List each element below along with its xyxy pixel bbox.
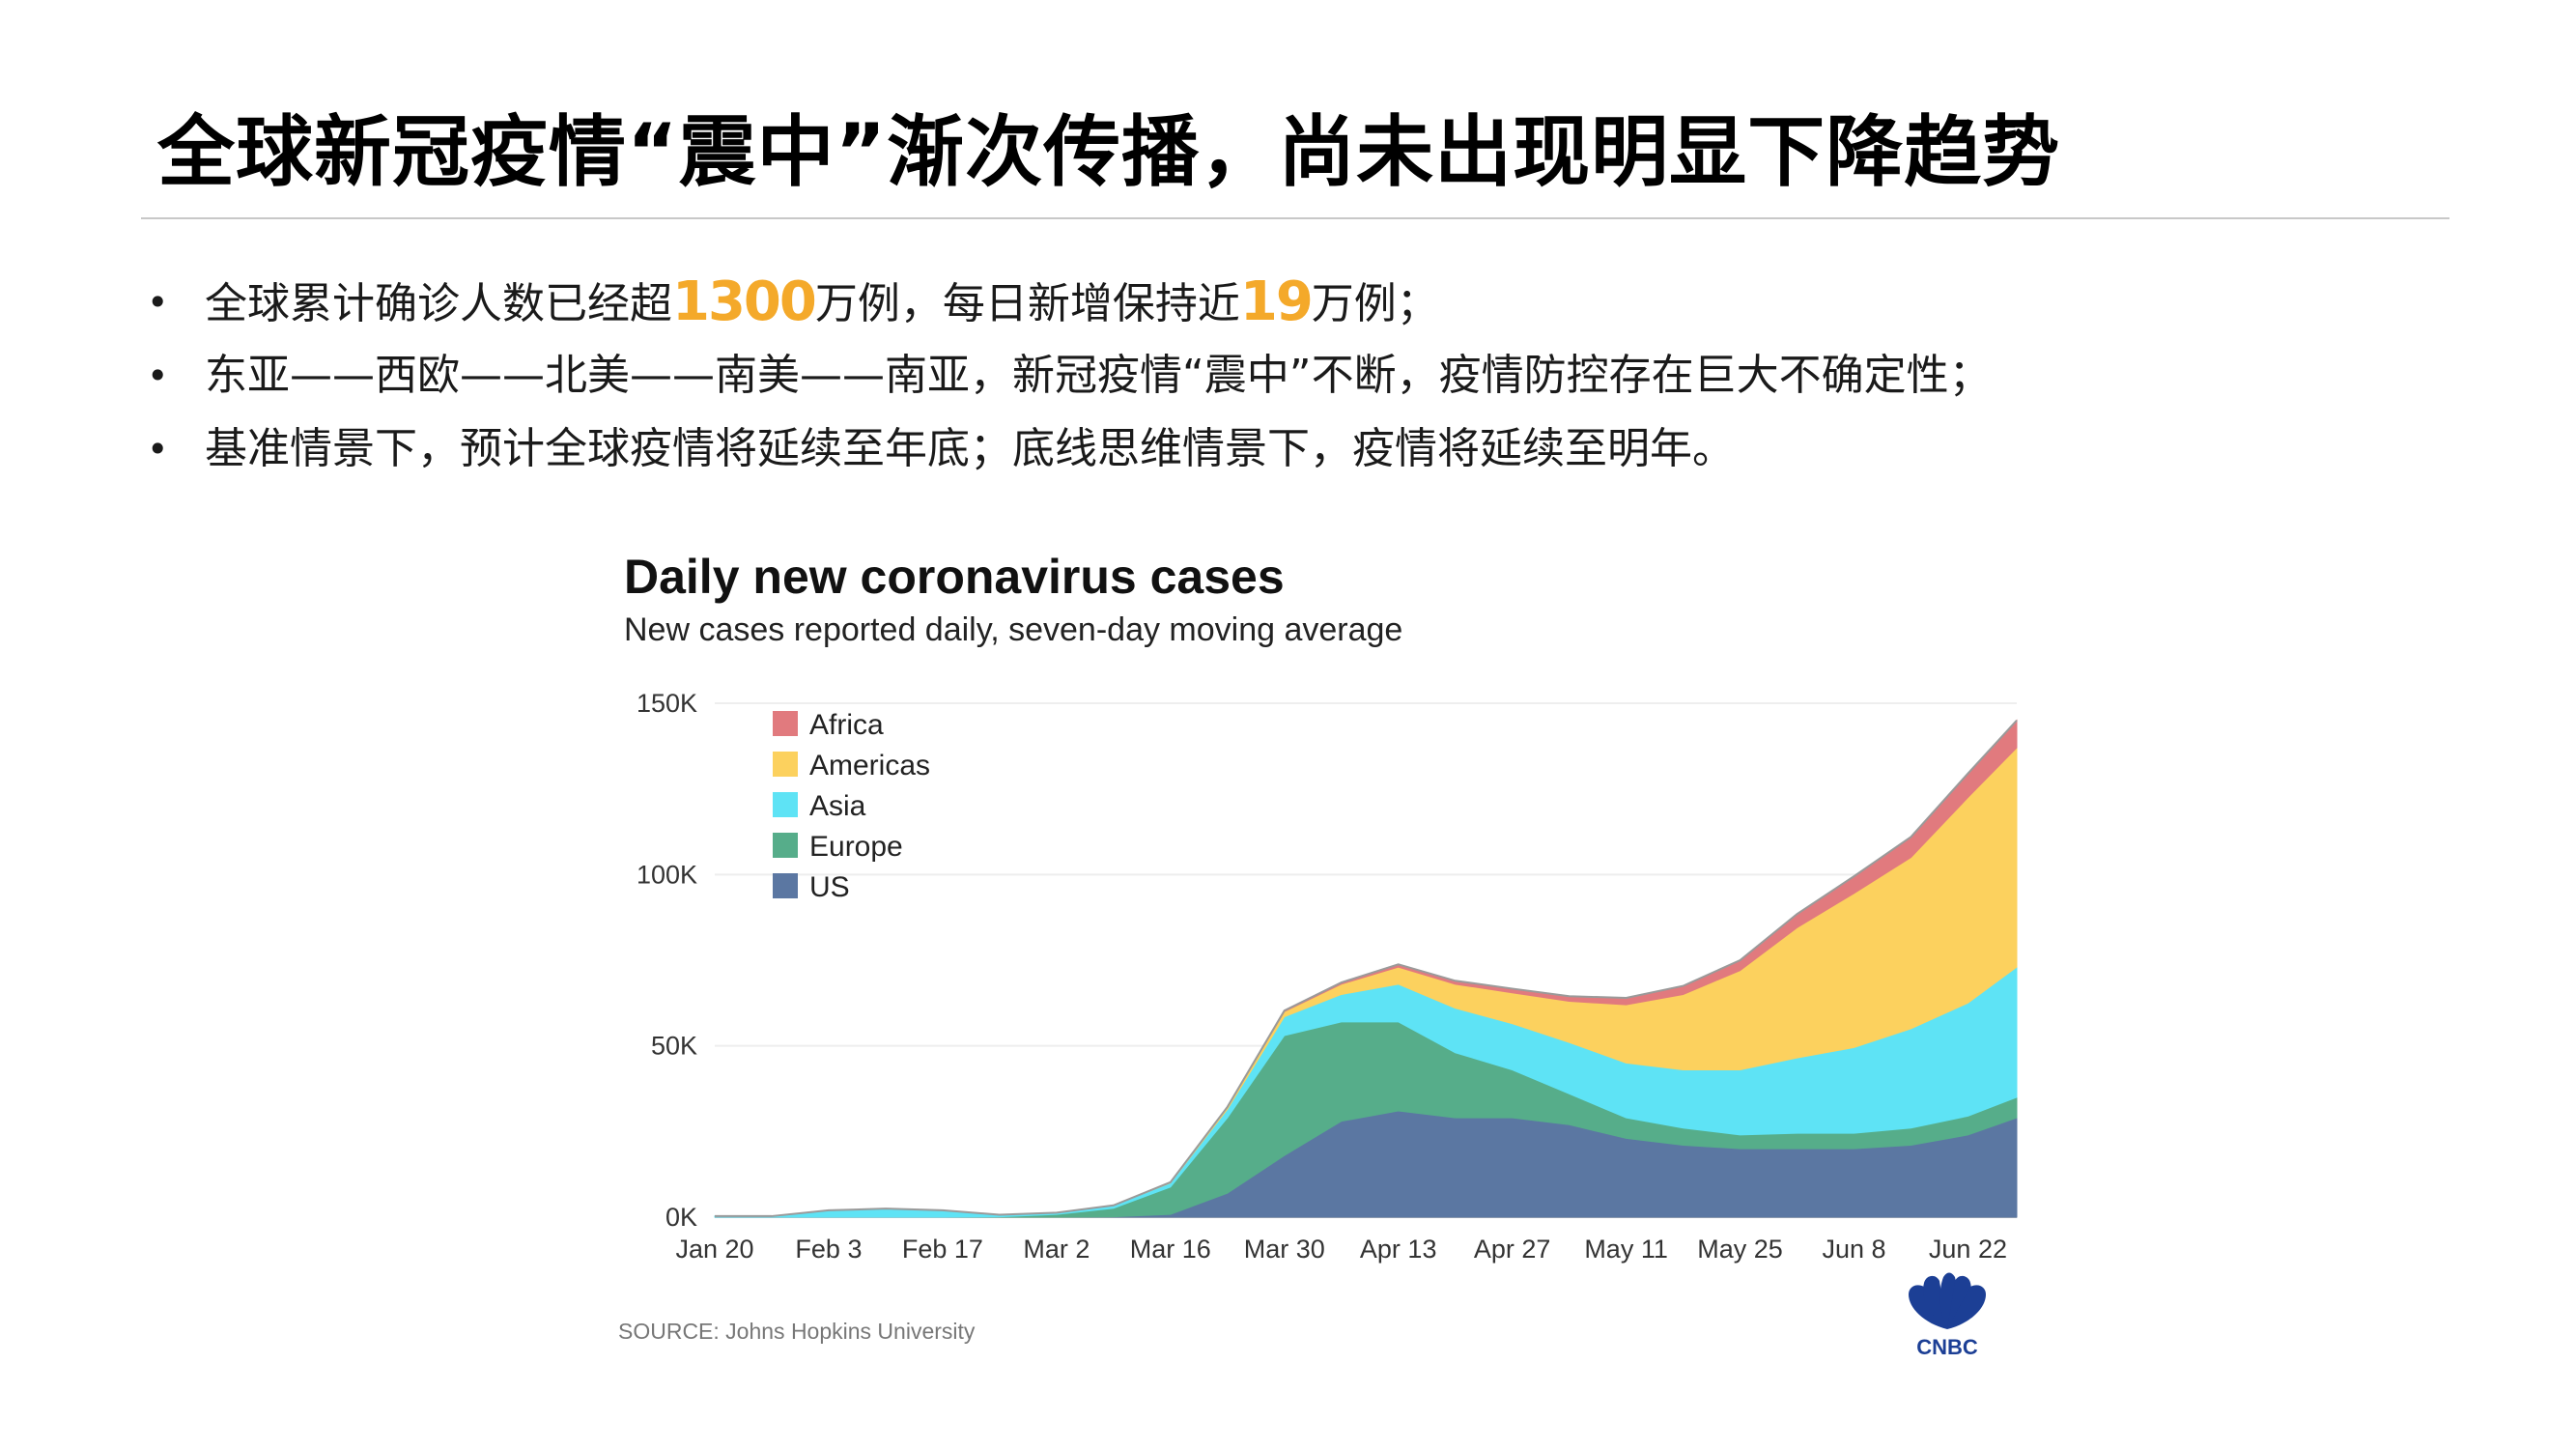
- x-tick-label: May 25: [1697, 1235, 1783, 1264]
- legend-swatch-asia: [773, 792, 798, 817]
- bullet-dot: •: [147, 428, 169, 470]
- x-tick-label: Feb 3: [795, 1235, 862, 1264]
- legend-label-asia: Asia: [809, 790, 866, 822]
- bullet-text: 东亚——西欧——北美——南美——南亚，新冠疫情“震中”不断，疫情防控存在巨大不确…: [205, 351, 1992, 400]
- legend-swatch-africa: [773, 711, 798, 736]
- legend-label-americas: Americas: [809, 750, 930, 781]
- highlight-number: 19: [1239, 270, 1314, 333]
- bullet-dot: •: [147, 355, 169, 397]
- legend-swatch-us: [773, 873, 798, 898]
- title-divider: [141, 217, 2449, 219]
- bullet-text: 基准情景下，预计全球疫情将延续至年底；底线思维情景下，疫情将延续至明年。: [205, 424, 1735, 473]
- x-tick-label: Jun 8: [1822, 1235, 1885, 1264]
- bullet-item: • 东亚——西欧——北美——南美——南亚，新冠疫情“震中”不断，疫情防控存在巨大不…: [141, 339, 1992, 412]
- legend-label-us: US: [809, 871, 850, 903]
- chart-areas: [714, 719, 2018, 1218]
- x-tick-label: Mar 30: [1244, 1235, 1325, 1264]
- x-tick-label: Jun 22: [1929, 1235, 2007, 1264]
- chart-legend: Africa Americas Asia Europe US: [773, 709, 930, 903]
- y-tick-label: 100K: [637, 860, 697, 889]
- slide-title: 全球新冠疫情“震中”渐次传播，尚未出现明显下降趋势: [157, 107, 2061, 197]
- chart-svg: Daily new coronavirus cases New cases re…: [618, 550, 2018, 1359]
- chart-subtitle: New cases reported daily, seven-day movi…: [624, 611, 1402, 648]
- x-tick-label: Apr 13: [1360, 1235, 1437, 1264]
- y-tick-label: 150K: [637, 689, 697, 718]
- legend-swatch-americas: [773, 752, 798, 777]
- x-tick-label: May 11: [1584, 1235, 1668, 1264]
- x-tick-label: Mar 2: [1023, 1235, 1090, 1264]
- bullet-dot: •: [147, 281, 169, 324]
- x-tick-label: Feb 17: [902, 1235, 983, 1264]
- bullet-text: 全球累计确诊人数已经超: [205, 279, 672, 328]
- legend-swatch-europe: [773, 833, 798, 858]
- x-tick-label: Mar 16: [1130, 1235, 1211, 1264]
- legend-label-europe: Europe: [809, 831, 903, 863]
- cnbc-logo: CNBC: [1909, 1272, 1986, 1359]
- x-tick-label: Jan 20: [675, 1235, 753, 1264]
- peacock-feather-5: [1947, 1285, 1986, 1329]
- peacock-feather-4: [1947, 1275, 1971, 1329]
- y-tick-label: 50K: [651, 1032, 697, 1061]
- logo-text: CNBC: [1916, 1335, 1978, 1359]
- legend-label-africa: Africa: [809, 709, 884, 741]
- chart-source: SOURCE: Johns Hopkins University: [618, 1319, 976, 1344]
- peacock-feather-2: [1923, 1275, 1947, 1329]
- bullet-text: 万例；: [1311, 279, 1439, 328]
- x-axis: Jan 20 Feb 3 Feb 17 Mar 2 Mar 16 Mar 30 Apr 13…: [675, 1235, 2007, 1264]
- y-tick-label: 0K: [665, 1203, 697, 1232]
- x-tick-label: Apr 27: [1474, 1235, 1551, 1264]
- bullet-text: 万例，每日新增保持近: [814, 279, 1240, 328]
- bullet-item: • 基准情景下，预计全球疫情将延续至年底；底线思维情景下，疫情将延续至明年。: [141, 412, 1992, 486]
- chart-title: Daily new coronavirus cases: [624, 550, 1285, 604]
- bullet-list: • 全球累计确诊人数已经超1300万例，每日新增保持近19万例； • 东亚——西欧——…: [141, 266, 1992, 486]
- chart-figure: Daily new coronavirus cases New cases re…: [599, 541, 2048, 1391]
- total-outline: [715, 720, 2018, 1217]
- bullet-item: • 全球累计确诊人数已经超1300万例，每日新增保持近19万例；: [141, 266, 1992, 339]
- y-axis: 0K 50K 100K 150K: [637, 689, 697, 1232]
- highlight-number: 1300: [672, 270, 817, 333]
